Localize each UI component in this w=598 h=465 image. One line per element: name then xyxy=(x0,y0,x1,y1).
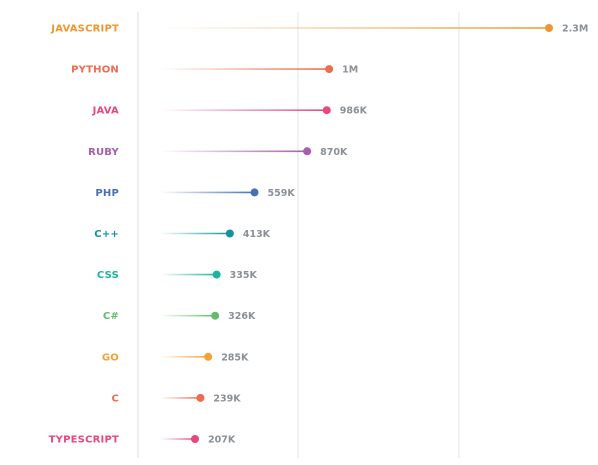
chart-marks: JAVASCRIPT 2.3M PYTHON 1M JAVA 986K RUBY 870K PH… xyxy=(49,24,589,446)
category-label: PYTHON xyxy=(71,65,119,76)
category-label: C xyxy=(111,393,119,404)
lollipop-dot xyxy=(204,352,213,361)
grid-lines xyxy=(137,12,460,458)
value-label: 326K xyxy=(228,311,256,322)
value-label: 2.3M xyxy=(562,24,588,35)
lollipop-dot xyxy=(191,435,200,443)
category-label: C# xyxy=(103,311,119,322)
category-label: RUBY xyxy=(88,147,119,158)
value-label: 559K xyxy=(268,188,296,199)
lollipop-dot xyxy=(325,65,334,74)
value-label: 335K xyxy=(230,270,258,281)
value-label: 413K xyxy=(243,229,271,240)
lollipop-dot xyxy=(545,24,553,32)
lollipop-dot xyxy=(250,188,259,197)
value-label: 1M xyxy=(342,65,358,76)
category-label: TYPESCRIPT xyxy=(49,435,119,446)
value-label: 870K xyxy=(320,147,348,158)
category-label: GO xyxy=(102,352,119,363)
category-label: PHP xyxy=(95,188,119,199)
value-label: 986K xyxy=(340,106,368,117)
value-label: 239K xyxy=(213,393,241,404)
lollipop-dot xyxy=(322,106,331,115)
lollipop-dot xyxy=(303,147,312,156)
category-label: JAVA xyxy=(92,106,119,117)
lollipop-dot xyxy=(196,393,205,402)
category-label: C++ xyxy=(94,229,119,240)
lollipop-dot xyxy=(211,311,220,320)
category-label: JAVASCRIPT xyxy=(50,24,119,35)
lollipop-dot xyxy=(225,229,234,238)
value-label: 285K xyxy=(221,352,249,363)
category-label: CSS xyxy=(97,270,119,281)
value-label: 207K xyxy=(208,435,236,446)
lollipop-dot xyxy=(212,270,221,279)
